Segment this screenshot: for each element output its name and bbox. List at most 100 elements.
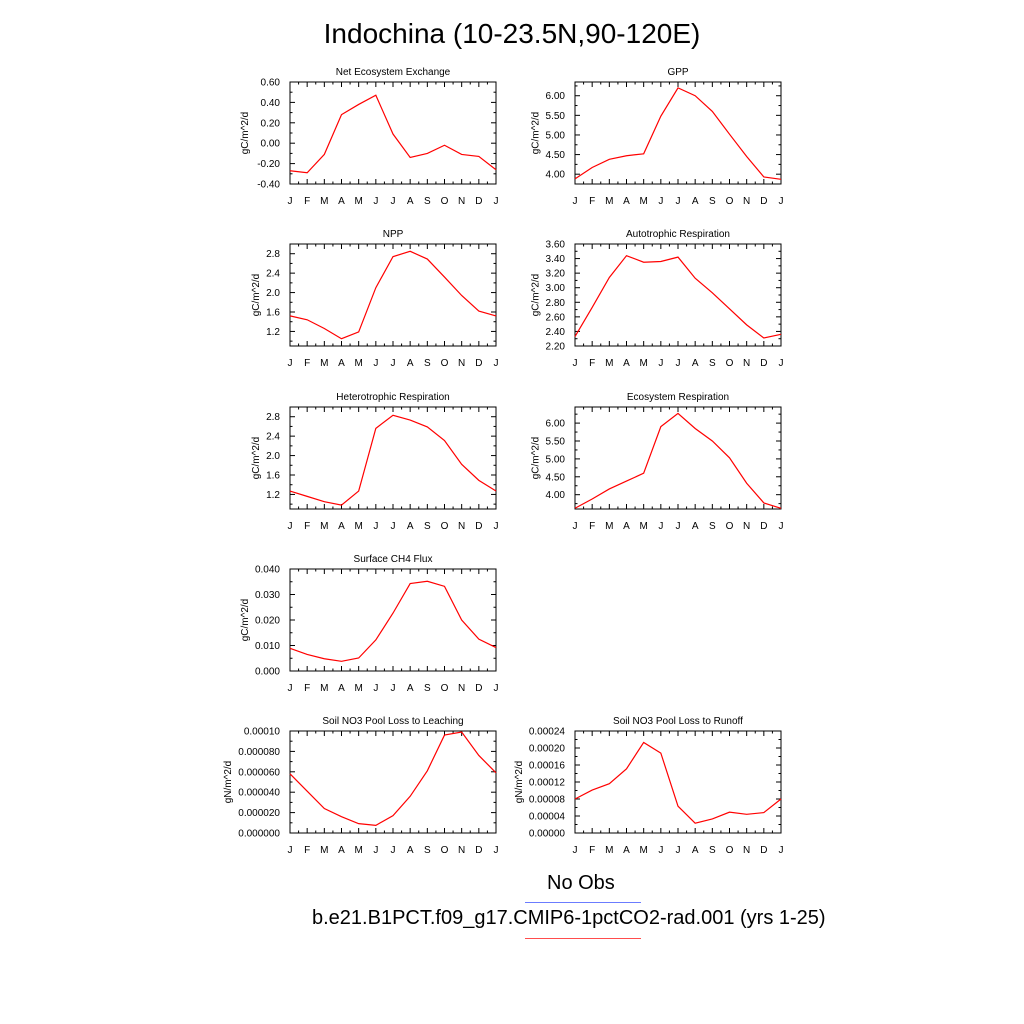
x-tick-label: M	[354, 845, 362, 856]
x-tick-label: M	[354, 358, 362, 369]
x-tick-label: J	[573, 196, 578, 207]
plot-frame	[289, 568, 497, 672]
y-tick-label: 1.2	[266, 327, 280, 338]
series-line	[574, 87, 782, 180]
x-tick-label: A	[407, 358, 414, 369]
x-tick-label: F	[589, 358, 595, 369]
y-tick-label: 6.00	[546, 91, 566, 102]
x-tick-label: J	[676, 196, 681, 207]
x-tick-label: A	[692, 196, 699, 207]
x-tick-label: D	[475, 196, 482, 207]
y-tick-label: 0.000020	[238, 808, 280, 819]
y-tick-label: 2.8	[266, 412, 280, 423]
y-tick-label: 4.50	[546, 472, 566, 483]
x-tick-label: J	[494, 358, 499, 369]
x-tick-label: D	[475, 358, 482, 369]
x-tick-label: J	[288, 358, 293, 369]
y-tick-label: 0.020	[255, 616, 280, 627]
plot-frame	[574, 730, 782, 834]
x-tick-label: J	[373, 358, 378, 369]
y-axis-label: gC/m^2/d	[531, 112, 542, 155]
x-tick-label: D	[475, 521, 482, 532]
x-tick-label: J	[288, 683, 293, 694]
y-tick-label: 2.0	[266, 451, 280, 462]
x-tick-label: A	[338, 358, 345, 369]
x-tick-label: M	[354, 683, 362, 694]
y-tick-label: 2.0	[266, 288, 280, 299]
y-tick-label: 0.000060	[238, 767, 280, 778]
x-tick-label: O	[441, 358, 449, 369]
y-tick-label: 4.50	[546, 150, 566, 161]
series-line	[289, 731, 497, 826]
x-tick-label: N	[458, 683, 465, 694]
y-tick-label: 3.60	[546, 240, 566, 251]
x-tick-label: N	[743, 845, 750, 856]
x-tick-label: J	[288, 196, 293, 207]
y-tick-label: 0.000000	[238, 829, 280, 840]
x-tick-label: M	[639, 845, 647, 856]
x-tick-label: J	[676, 521, 681, 532]
x-tick-label: S	[709, 845, 716, 856]
panel-title: Autotrophic Respiration	[626, 229, 730, 240]
y-tick-label: 0.000080	[238, 747, 280, 758]
x-tick-label: N	[458, 845, 465, 856]
x-tick-label: S	[709, 521, 716, 532]
y-tick-label: 0.00008	[529, 795, 566, 806]
x-tick-label: S	[424, 196, 431, 207]
x-tick-label: A	[407, 196, 414, 207]
x-tick-label: A	[338, 845, 345, 856]
x-tick-label: D	[475, 683, 482, 694]
x-tick-label: S	[709, 196, 716, 207]
y-axis-label: gC/m^2/d	[531, 437, 542, 480]
x-tick-label: O	[441, 521, 449, 532]
y-tick-label: 0.00	[261, 139, 281, 150]
y-tick-label: 3.00	[546, 283, 566, 294]
x-tick-label: O	[441, 196, 449, 207]
x-tick-label: N	[743, 358, 750, 369]
legend-obs-label: No Obs	[547, 872, 615, 894]
y-tick-label: 0.00016	[529, 761, 566, 772]
x-tick-label: F	[304, 683, 310, 694]
plot-frame	[574, 81, 782, 185]
x-tick-label: S	[709, 358, 716, 369]
y-tick-label: 2.40	[546, 327, 566, 338]
x-tick-label: J	[288, 845, 293, 856]
series-line	[289, 414, 497, 506]
y-axis-label: gC/m^2/d	[251, 437, 262, 480]
y-tick-label: 4.00	[546, 170, 566, 181]
x-tick-label: J	[573, 521, 578, 532]
x-tick-label: F	[304, 521, 310, 532]
x-tick-label: N	[458, 521, 465, 532]
page-title: Indochina (10-23.5N,90-120E)	[323, 18, 701, 49]
plot-frame	[289, 243, 497, 347]
y-tick-label: 6.00	[546, 419, 566, 430]
panel-title: Surface CH4 Flux	[354, 554, 433, 565]
x-tick-label: O	[441, 683, 449, 694]
x-tick-label: O	[726, 358, 734, 369]
y-tick-label: 1.6	[266, 308, 280, 319]
x-tick-label: J	[658, 845, 663, 856]
y-tick-label: 4.00	[546, 490, 566, 501]
y-tick-label: 2.8	[266, 249, 280, 260]
panel-title: Net Ecosystem Exchange	[336, 67, 451, 78]
x-tick-label: M	[605, 196, 613, 207]
x-tick-label: J	[391, 521, 396, 532]
y-axis-label: gC/m^2/d	[240, 112, 251, 155]
panel-title: Soil NO3 Pool Loss to Leaching	[322, 716, 463, 727]
y-tick-label: 5.00	[546, 130, 566, 141]
x-tick-label: J	[373, 845, 378, 856]
y-tick-label: 0.00004	[529, 812, 566, 823]
x-tick-label: A	[692, 845, 699, 856]
legend-model-line	[525, 938, 641, 939]
x-tick-label: J	[391, 358, 396, 369]
x-tick-label: J	[373, 196, 378, 207]
panel-title: Heterotrophic Respiration	[336, 392, 449, 403]
